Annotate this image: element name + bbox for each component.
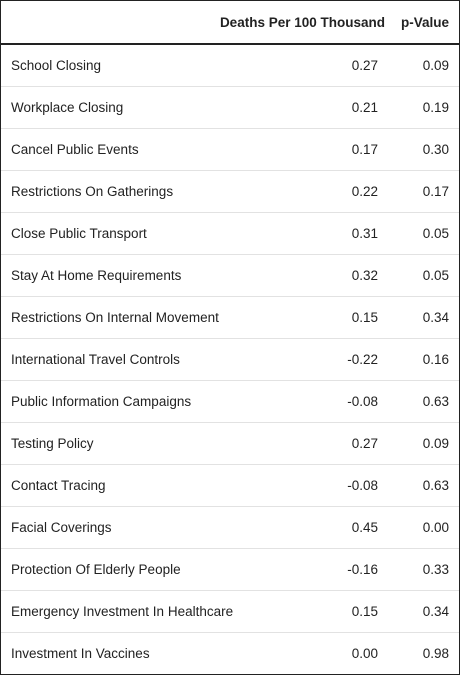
table-row: Cancel Public Events 0.17 0.30 bbox=[1, 128, 459, 171]
deaths-value: -0.22 bbox=[199, 338, 395, 381]
p-value: 0.00 bbox=[395, 506, 459, 549]
deaths-value: -0.08 bbox=[199, 380, 395, 423]
p-value: 0.34 bbox=[395, 590, 459, 633]
deaths-value: 0.32 bbox=[199, 254, 395, 297]
table-row: Testing Policy 0.27 0.09 bbox=[1, 422, 459, 465]
table-row: Public Information Campaigns -0.08 0.63 bbox=[1, 380, 459, 423]
row-label: Facial Coverings bbox=[1, 506, 199, 549]
deaths-value: 0.27 bbox=[199, 422, 395, 465]
column-header-deaths: Deaths Per 100 Thousand bbox=[199, 1, 395, 45]
p-value: 0.09 bbox=[395, 422, 459, 465]
table-row: Restrictions On Internal Movement 0.15 0.3… bbox=[1, 296, 459, 339]
deaths-value: 0.15 bbox=[199, 296, 395, 339]
row-label: Testing Policy bbox=[1, 422, 199, 465]
table-body: School Closing 0.27 0.09 Workplace Closing 0… bbox=[1, 44, 459, 674]
table-row: Emergency Investment In Healthcare 0.15 0.… bbox=[1, 590, 459, 633]
deaths-value: 0.21 bbox=[199, 86, 395, 129]
row-label: International Travel Controls bbox=[1, 338, 199, 381]
table-row: Restrictions On Gatherings 0.22 0.17 bbox=[1, 170, 459, 213]
p-value: 0.98 bbox=[422, 646, 449, 661]
table-row: International Travel Controls -0.22 0.16 bbox=[1, 338, 459, 381]
row-label: Stay At Home Requirements bbox=[1, 254, 199, 297]
deaths-value: 0.45 bbox=[199, 506, 395, 549]
p-value: 0.05 bbox=[395, 212, 459, 255]
header-row: Deaths Per 100 Thousand p-Value bbox=[1, 1, 459, 45]
table-row: Facial Coverings 0.45 0.00 bbox=[1, 506, 459, 549]
table-row: Stay At Home Requirements 0.32 0.05 bbox=[1, 254, 459, 297]
table-row: Close Public Transport 0.31 0.05 bbox=[1, 212, 459, 255]
table-row: School Closing 0.27 0.09 bbox=[1, 44, 459, 87]
deaths-value: -0.08 bbox=[199, 464, 395, 507]
column-header-name bbox=[1, 1, 199, 45]
deaths-value: 0.17 bbox=[199, 128, 395, 171]
row-label: Protection Of Elderly People bbox=[1, 548, 199, 591]
p-value: 0.16 bbox=[395, 338, 459, 381]
row-label: Close Public Transport bbox=[1, 212, 199, 255]
deaths-value: 0.00 bbox=[351, 646, 378, 661]
deaths-value: 0.31 bbox=[199, 212, 395, 255]
p-value: 0.19 bbox=[395, 86, 459, 129]
row-label: School Closing bbox=[1, 44, 199, 87]
p-value: 0.63 bbox=[395, 464, 459, 507]
row-label: Restrictions On Gatherings bbox=[1, 170, 199, 213]
table-row: Investment In Vaccines 0.00 0.98 bbox=[1, 633, 459, 675]
p-value: 0.17 bbox=[395, 170, 459, 213]
deaths-value: 0.27 bbox=[199, 44, 395, 87]
table-row: Protection Of Elderly People -0.16 0.33 bbox=[1, 548, 459, 591]
row-label: Public Information Campaigns bbox=[1, 380, 199, 423]
p-value: 0.63 bbox=[395, 380, 459, 423]
p-value: 0.34 bbox=[395, 296, 459, 339]
column-header-pvalue: p-Value bbox=[395, 1, 459, 45]
table-row: Contact Tracing -0.08 0.63 bbox=[1, 464, 459, 507]
row-label: Contact Tracing bbox=[1, 464, 199, 507]
row-label: Investment In Vaccines bbox=[11, 646, 150, 661]
p-value: 0.05 bbox=[395, 254, 459, 297]
deaths-value: 0.22 bbox=[199, 170, 395, 213]
deaths-value: 0.15 bbox=[199, 590, 395, 633]
table-row: Workplace Closing 0.21 0.19 bbox=[1, 86, 459, 129]
row-label: Cancel Public Events bbox=[1, 128, 199, 171]
p-value: 0.09 bbox=[395, 44, 459, 87]
row-label: Restrictions On Internal Movement bbox=[1, 296, 219, 339]
p-value: 0.30 bbox=[395, 128, 459, 171]
deaths-value: -0.16 bbox=[199, 548, 395, 591]
row-label: Emergency Investment In Healthcare bbox=[1, 590, 233, 633]
table-header: Deaths Per 100 Thousand p-Value bbox=[1, 1, 459, 45]
row-label: Workplace Closing bbox=[1, 86, 199, 129]
p-value: 0.33 bbox=[395, 548, 459, 591]
